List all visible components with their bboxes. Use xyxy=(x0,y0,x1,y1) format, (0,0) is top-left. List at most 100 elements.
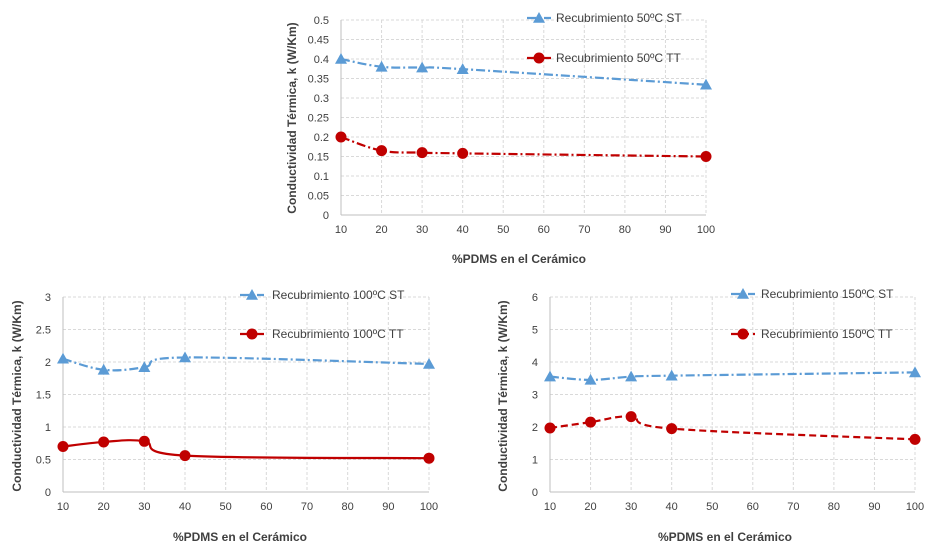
data-point xyxy=(98,436,110,448)
y-tick-label: 2.5 xyxy=(36,325,51,337)
data-point xyxy=(138,361,151,372)
y-axis-title: Conductividad Térmica, k (W/Km) xyxy=(496,300,510,491)
y-tick-label: 1 xyxy=(532,455,538,467)
x-tick-label: 40 xyxy=(666,501,678,513)
x-tick-label: 90 xyxy=(659,224,671,236)
legend-marker xyxy=(737,328,749,340)
data-point xyxy=(625,411,637,423)
data-point xyxy=(57,352,69,364)
y-tick-label: 0.5 xyxy=(314,15,329,27)
series-line xyxy=(62,356,430,372)
chart-3: 10 20 30 40 50 60 70 80 90 100 0 1 2 3 4 5 6 %PDMS en el … xyxy=(496,287,924,544)
y-tick-label: 2 xyxy=(532,422,538,434)
series-2 xyxy=(57,435,435,464)
x-tick-label: 50 xyxy=(706,501,718,513)
data-point xyxy=(666,423,678,435)
legend-marker xyxy=(737,288,749,299)
y-axis-title: Conductividad Térmica, k (W/Km) xyxy=(10,300,24,491)
y-tick-label: 4 xyxy=(532,357,538,369)
x-axis-title: %PDMS en el Cerámico xyxy=(452,252,586,266)
x-tick-label: 90 xyxy=(382,501,394,513)
data-point xyxy=(457,147,469,159)
data-point xyxy=(179,450,191,462)
data-point xyxy=(416,147,428,159)
legend-entry: Recubrimiento 150ºC ST xyxy=(731,287,894,301)
x-tick-label: 100 xyxy=(697,224,715,236)
data-point xyxy=(57,441,69,452)
series-1 xyxy=(544,366,921,385)
data-point xyxy=(585,416,597,428)
data-point xyxy=(665,369,678,381)
x-tick-label: 40 xyxy=(457,224,469,236)
x-axis-title: %PDMS en el Cerámico xyxy=(173,530,307,544)
x-tick-label: 80 xyxy=(619,224,631,236)
data-point xyxy=(335,131,347,143)
data-point xyxy=(700,78,712,90)
y-tick-label: 0.45 xyxy=(308,35,329,47)
x-tick-label: 50 xyxy=(220,501,232,513)
legend-label: Recubrimiento 150ºC ST xyxy=(761,287,894,301)
y-tick-label: 3 xyxy=(45,292,51,304)
y-tick-label: 0.25 xyxy=(308,113,329,125)
data-point xyxy=(584,373,597,385)
x-tick-label: 70 xyxy=(301,501,313,513)
data-point xyxy=(335,53,347,64)
x-tick-label: 100 xyxy=(420,501,438,513)
x-tick-label: 60 xyxy=(538,224,550,236)
y-tick-label: 0.5 xyxy=(36,455,51,467)
data-point xyxy=(416,61,429,73)
y-tick-label: 0.35 xyxy=(308,74,329,86)
legend-label: Recubrimiento 150ºC TT xyxy=(761,327,893,341)
x-tick-label: 70 xyxy=(787,501,799,513)
data-point xyxy=(625,370,638,382)
y-tick-label: 0.4 xyxy=(314,54,329,66)
data-point xyxy=(138,435,150,447)
data-point xyxy=(456,63,469,74)
series-1 xyxy=(335,53,712,90)
legend-entry: Recubrimiento 50ºC TT xyxy=(527,51,682,65)
x-tick-label: 10 xyxy=(544,501,556,513)
data-point xyxy=(179,351,191,363)
x-tick-label: 90 xyxy=(868,501,880,513)
data-point xyxy=(700,151,712,162)
x-tick-label: 50 xyxy=(497,224,509,236)
x-tick-label: 30 xyxy=(416,224,428,236)
x-tick-label: 20 xyxy=(98,501,110,513)
y-tick-label: 5 xyxy=(532,325,538,337)
x-tick-label: 70 xyxy=(578,224,590,236)
y-tick-label: 0.2 xyxy=(314,132,329,144)
y-tick-label: 0 xyxy=(45,487,51,499)
x-tick-label: 80 xyxy=(342,501,354,513)
series-line xyxy=(549,415,916,441)
x-axis-title: %PDMS en el Cerámico xyxy=(658,530,792,544)
legend-marker xyxy=(533,12,545,23)
y-tick-label: 0.05 xyxy=(308,191,329,203)
data-point xyxy=(909,433,921,445)
y-tick-label: 0 xyxy=(532,487,538,499)
series-1 xyxy=(57,351,435,375)
data-point xyxy=(376,145,388,157)
x-tick-label: 30 xyxy=(625,501,637,513)
y-tick-label: 6 xyxy=(532,292,538,304)
chart-2: 10 20 30 40 50 60 70 80 90 100 0 0.5 1 1.5 2 2.5 3 %PDMS … xyxy=(10,288,438,544)
data-point xyxy=(544,370,556,382)
legend-entry: Recubrimiento 150ºC TT xyxy=(731,327,893,341)
x-tick-label: 10 xyxy=(57,501,69,513)
y-tick-label: 0 xyxy=(323,210,329,222)
series-line xyxy=(549,371,916,381)
x-tick-label: 20 xyxy=(584,501,596,513)
y-tick-label: 2 xyxy=(45,357,51,369)
legend-marker xyxy=(533,52,545,64)
x-tick-label: 10 xyxy=(335,224,347,236)
legend-entry: Recubrimiento 100ºC TT xyxy=(240,327,404,341)
legend-entry: Recubrimiento 100ºC ST xyxy=(240,288,405,302)
x-tick-label: 30 xyxy=(138,501,150,513)
data-point xyxy=(544,422,556,434)
series-2 xyxy=(335,131,712,162)
x-tick-label: 80 xyxy=(828,501,840,513)
data-point xyxy=(909,366,921,378)
y-tick-label: 1.5 xyxy=(36,390,51,402)
x-tick-label: 20 xyxy=(375,224,387,236)
data-point xyxy=(375,60,388,72)
